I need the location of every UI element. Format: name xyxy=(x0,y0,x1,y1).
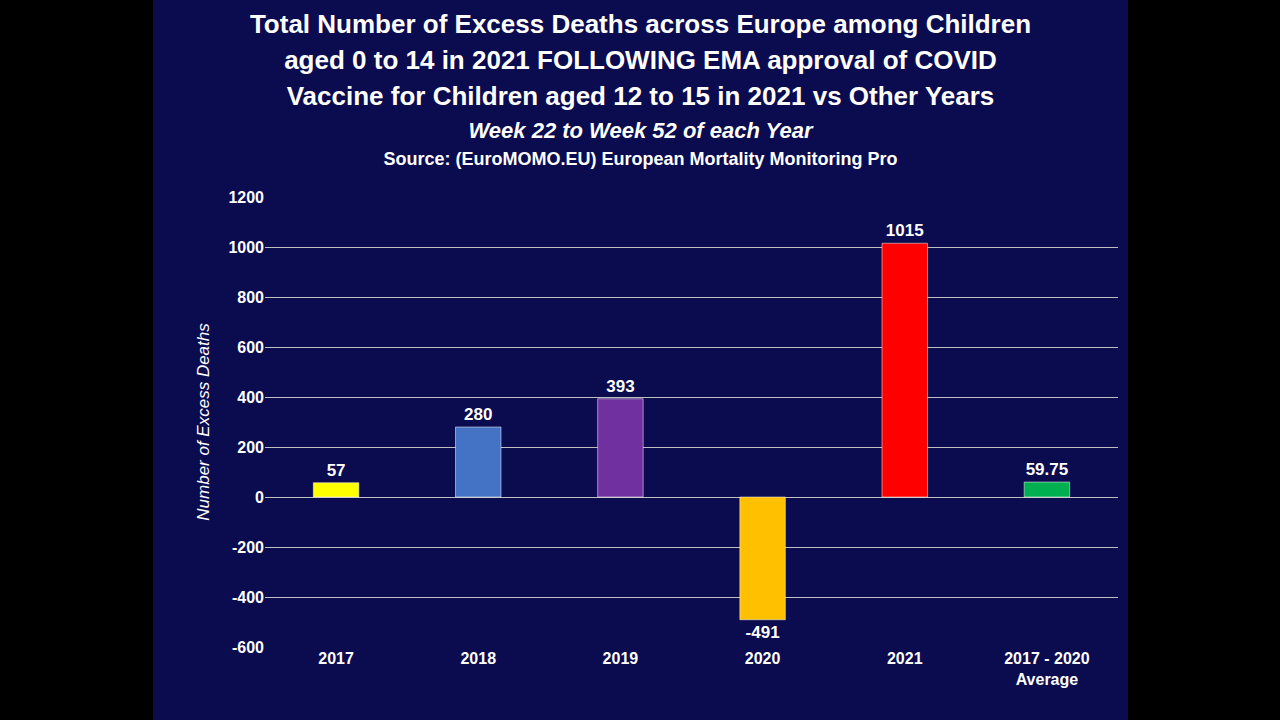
svg-text:2020: 2020 xyxy=(745,650,781,667)
html-text:Week 22 to Week 52 of each Yea: Week 22 to Week 52 of each Year xyxy=(468,118,813,143)
svg-text:-491: -491 xyxy=(746,623,780,642)
svg-text:2017: 2017 xyxy=(318,650,354,667)
svg-text:1015: 1015 xyxy=(886,221,924,240)
html-text:Total Number of Excess Deaths: Total Number of Excess Deaths across Eur… xyxy=(249,9,1032,111)
svg-text:-600: -600 xyxy=(232,639,264,656)
svg-text:2017 - 2020Average: 2017 - 2020Average xyxy=(1004,650,1090,688)
svg-text:800: 800 xyxy=(237,289,264,306)
svg-text:1200: 1200 xyxy=(228,189,264,206)
svg-text:57: 57 xyxy=(327,461,346,480)
svg-text:1000: 1000 xyxy=(228,239,264,256)
svg-text:-200: -200 xyxy=(232,539,264,556)
svg-text:2019: 2019 xyxy=(603,650,639,667)
svg-text:2018: 2018 xyxy=(460,650,496,667)
svg-text:59.75: 59.75 xyxy=(1026,460,1069,479)
svg-text:600: 600 xyxy=(237,339,264,356)
svg-text:400: 400 xyxy=(237,389,264,406)
svg-text:280: 280 xyxy=(464,405,492,424)
html-text:Source: (EuroMOMO.EU) European: Source: (EuroMOMO.EU) European Mortality… xyxy=(383,149,898,169)
svg-text:200: 200 xyxy=(237,439,264,456)
svg-text:0: 0 xyxy=(255,489,264,506)
svg-text:Number of Excess Deaths: Number of Excess Deaths xyxy=(194,323,213,521)
svg-text:393: 393 xyxy=(606,377,634,396)
svg-text:2021: 2021 xyxy=(887,650,923,667)
svg-text:-400: -400 xyxy=(232,589,264,606)
